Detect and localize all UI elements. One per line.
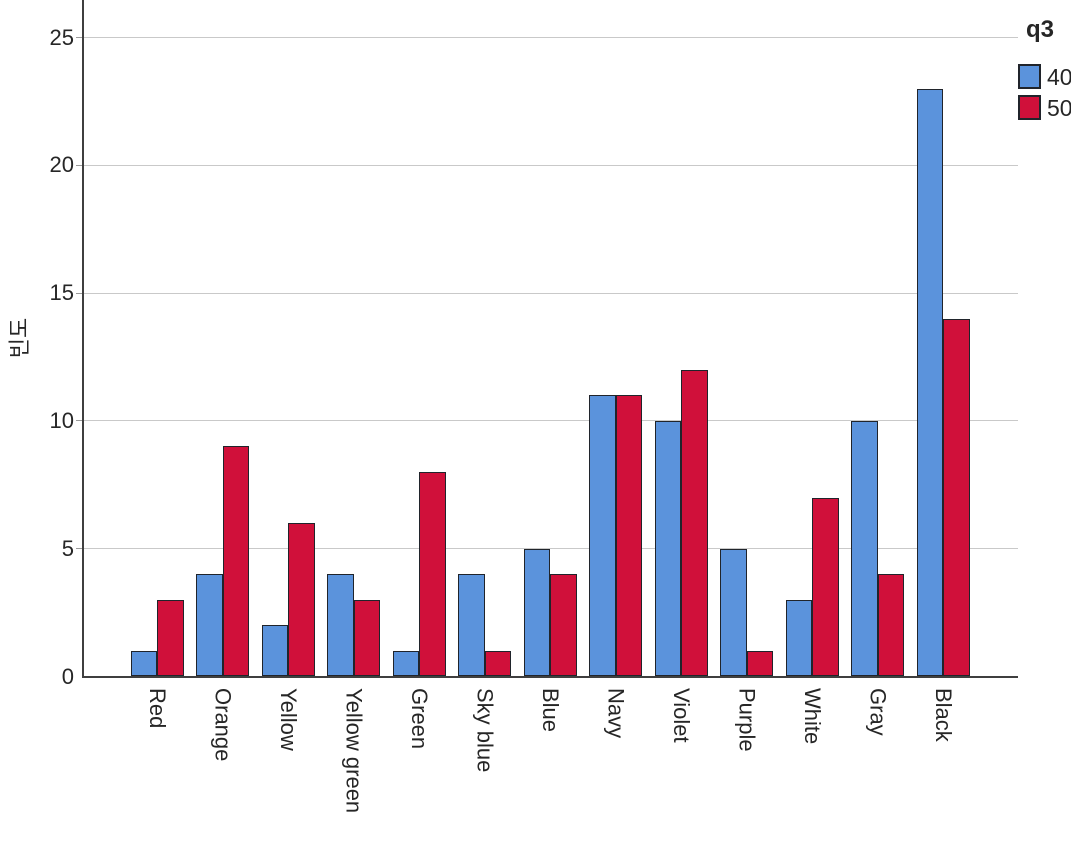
y-tick-label: 10 xyxy=(49,407,74,433)
bar-40-yellow-green xyxy=(327,574,354,677)
bar-40-red xyxy=(130,650,157,677)
bar-50-purple xyxy=(746,650,773,677)
x-category-label: Navy xyxy=(603,688,629,739)
gridline xyxy=(83,292,1018,294)
legend-item-label: 40 xyxy=(1047,64,1071,90)
legend-item-label: 50 xyxy=(1047,95,1071,121)
bar-40-purple xyxy=(720,548,747,677)
y-tick-mark xyxy=(76,548,83,550)
legend-title: q3 xyxy=(1026,16,1055,43)
y-tick-label: 5 xyxy=(61,535,74,561)
bar-50-sky-blue xyxy=(484,650,511,677)
bar-50-violet xyxy=(681,369,708,677)
x-category-label: Gray xyxy=(865,688,891,736)
gridline xyxy=(83,164,1018,166)
x-axis-line xyxy=(82,676,1018,678)
y-tick-mark xyxy=(76,164,83,166)
x-category-label: Black xyxy=(931,688,956,742)
bar-50-red xyxy=(157,599,184,677)
x-category-label: Yellow xyxy=(276,688,301,751)
y-tick-label: 0 xyxy=(61,663,74,689)
bar-50-gray xyxy=(877,574,904,677)
bar-50-orange xyxy=(222,446,249,677)
y-tick-label: 25 xyxy=(49,24,74,50)
bar-50-green xyxy=(419,472,446,677)
y-tick-label: 20 xyxy=(49,152,74,178)
bar-50-black xyxy=(943,318,970,677)
x-category-label: Sky blue xyxy=(472,688,498,773)
bar-40-gray xyxy=(851,420,878,677)
x-category-label: Blue xyxy=(538,688,563,733)
bar-40-sky-blue xyxy=(458,574,485,677)
x-category-label: Yellow green xyxy=(341,688,367,814)
gridline xyxy=(83,548,1018,550)
x-category-label: Violet xyxy=(669,688,694,743)
x-category-label: Green xyxy=(407,688,432,750)
gridline xyxy=(83,37,1018,38)
bar-40-yellow xyxy=(261,625,288,677)
legend-swatch xyxy=(1018,64,1041,89)
bar-40-white xyxy=(785,599,812,677)
y-tick-mark xyxy=(76,292,83,294)
bar-40-green xyxy=(392,650,419,677)
x-category-label: Red xyxy=(145,688,170,729)
y-axis-line xyxy=(82,0,84,678)
bar-50-navy xyxy=(615,395,642,677)
y-tick-mark xyxy=(76,37,83,38)
x-category-label: Orange xyxy=(210,688,236,762)
gridline xyxy=(83,420,1018,422)
bar-40-orange xyxy=(196,574,223,677)
bar-50-yellow-green xyxy=(353,599,380,677)
bar-40-violet xyxy=(654,420,681,677)
bar-50-white xyxy=(812,497,839,677)
bar-50-yellow xyxy=(288,523,315,677)
bar-40-blue xyxy=(523,548,550,677)
bar-50-blue xyxy=(550,574,577,677)
x-category-label: Purple xyxy=(734,688,760,752)
x-category-label: White xyxy=(800,688,825,745)
legend-swatch xyxy=(1018,95,1041,120)
y-tick-label: 15 xyxy=(49,280,74,306)
bar-40-navy xyxy=(589,395,616,677)
y-tick-mark xyxy=(76,420,83,422)
bar-40-black xyxy=(916,88,943,677)
